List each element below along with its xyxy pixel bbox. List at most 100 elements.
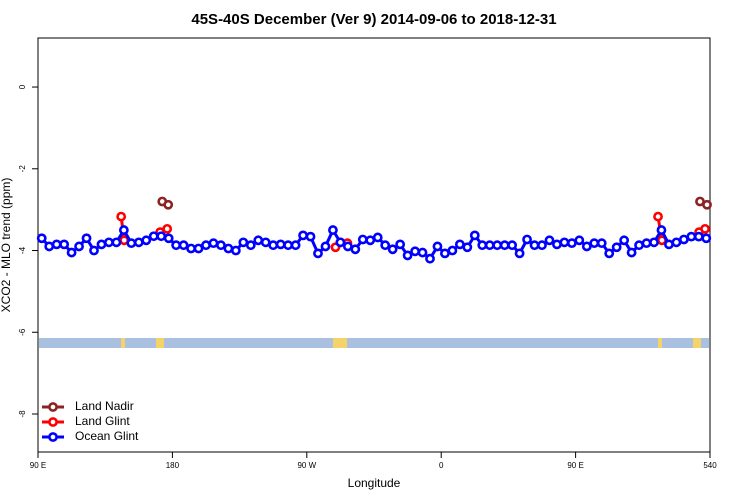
data-point: [686, 231, 697, 242]
legend-marker: [48, 432, 58, 442]
data-point: [678, 234, 689, 245]
x-tick-label: 90 E: [567, 461, 583, 470]
data-point: [245, 240, 256, 251]
data-point: [156, 231, 167, 242]
x-tick-label: 180: [166, 461, 180, 470]
data-point: [111, 237, 122, 248]
chart-title: 45S-40S December (Ver 9) 2014-09-06 to 2…: [191, 11, 556, 28]
data-point: [440, 248, 450, 259]
data-point: [89, 245, 99, 256]
data-point: [507, 240, 518, 251]
data-point: [126, 238, 137, 249]
data-point: [320, 241, 331, 252]
data-point: [417, 247, 428, 258]
data-point: [342, 241, 353, 252]
land-patch: [156, 338, 164, 348]
data-point: [178, 240, 189, 251]
data-point: [59, 239, 70, 250]
data-point: [544, 235, 555, 246]
data-point: [559, 237, 570, 248]
plot-frame: [37, 37, 711, 453]
data-point: [664, 239, 674, 250]
data-point: [171, 240, 182, 251]
x-axis-label: Longitude: [348, 476, 401, 490]
data-point: [253, 235, 264, 246]
data-point: [634, 240, 644, 251]
data-point: [328, 225, 338, 235]
data-point: [604, 248, 615, 259]
data-point: [611, 242, 622, 253]
legend-label: Ocean Glint: [75, 429, 139, 443]
data-point: [387, 244, 398, 255]
data-point: [477, 240, 488, 251]
data-point: [223, 243, 234, 254]
y-tick-label: -2: [18, 165, 27, 173]
data-point: [216, 240, 226, 251]
data-point: [201, 240, 211, 251]
x-tick-label: 90 W: [297, 461, 316, 470]
data-point: [702, 199, 712, 210]
data-point: [372, 232, 383, 243]
data-point: [649, 237, 659, 248]
data-point: [671, 237, 682, 248]
data-point: [290, 240, 301, 251]
data-point: [537, 240, 547, 251]
data-point: [283, 240, 294, 251]
data-point: [116, 211, 127, 222]
x-tick-label: 90 E: [30, 461, 46, 470]
data-point: [365, 235, 376, 246]
y-tick-label: -8: [18, 410, 27, 418]
data-point: [350, 244, 361, 255]
data-point: [700, 223, 710, 234]
land-mask: [39, 338, 709, 348]
data-point: [432, 241, 443, 252]
data-point: [298, 230, 308, 241]
data-point: [656, 225, 667, 235]
data-point: [230, 245, 241, 256]
data-point: [163, 199, 174, 210]
data-point: [492, 240, 503, 251]
legend-marker: [48, 417, 58, 427]
data-point: [81, 233, 92, 244]
series-line: [161, 200, 708, 207]
data-point: [484, 240, 495, 251]
data-point: [148, 231, 159, 242]
data-point: [447, 245, 458, 256]
data-point: [454, 239, 465, 250]
data-point: [51, 239, 62, 250]
data-point: [305, 231, 316, 242]
x-tick-label: 540: [703, 461, 717, 470]
data-point: [529, 240, 540, 251]
data-point: [357, 234, 368, 245]
data-point: [653, 211, 663, 222]
ocean-strip: [39, 338, 709, 348]
y-tick-label: 0: [18, 84, 27, 89]
legend-label: Land Glint: [75, 414, 130, 428]
data-point: [44, 241, 55, 252]
data-point: [626, 247, 637, 258]
legend-marker: [48, 402, 58, 412]
data-point: [701, 233, 712, 244]
data-point: [581, 241, 592, 252]
data-point: [141, 235, 152, 246]
data-point: [499, 240, 510, 251]
data-point: [410, 246, 420, 257]
land-patch: [121, 338, 125, 348]
data-point: [74, 241, 84, 252]
data-point: [552, 239, 562, 250]
data-point: [395, 239, 406, 250]
data-point: [268, 240, 279, 251]
data-point: [96, 239, 107, 250]
data-point: [514, 248, 525, 259]
data-point: [402, 250, 413, 261]
data-point: [186, 243, 196, 254]
data-point: [596, 238, 607, 249]
data-point: [693, 231, 704, 242]
land-patch: [658, 338, 662, 348]
data-point: [118, 225, 129, 235]
y-tick-label: -6: [18, 328, 27, 336]
data-point: [462, 242, 473, 253]
data-point: [238, 237, 249, 248]
y-tick-label: -4: [18, 246, 27, 254]
